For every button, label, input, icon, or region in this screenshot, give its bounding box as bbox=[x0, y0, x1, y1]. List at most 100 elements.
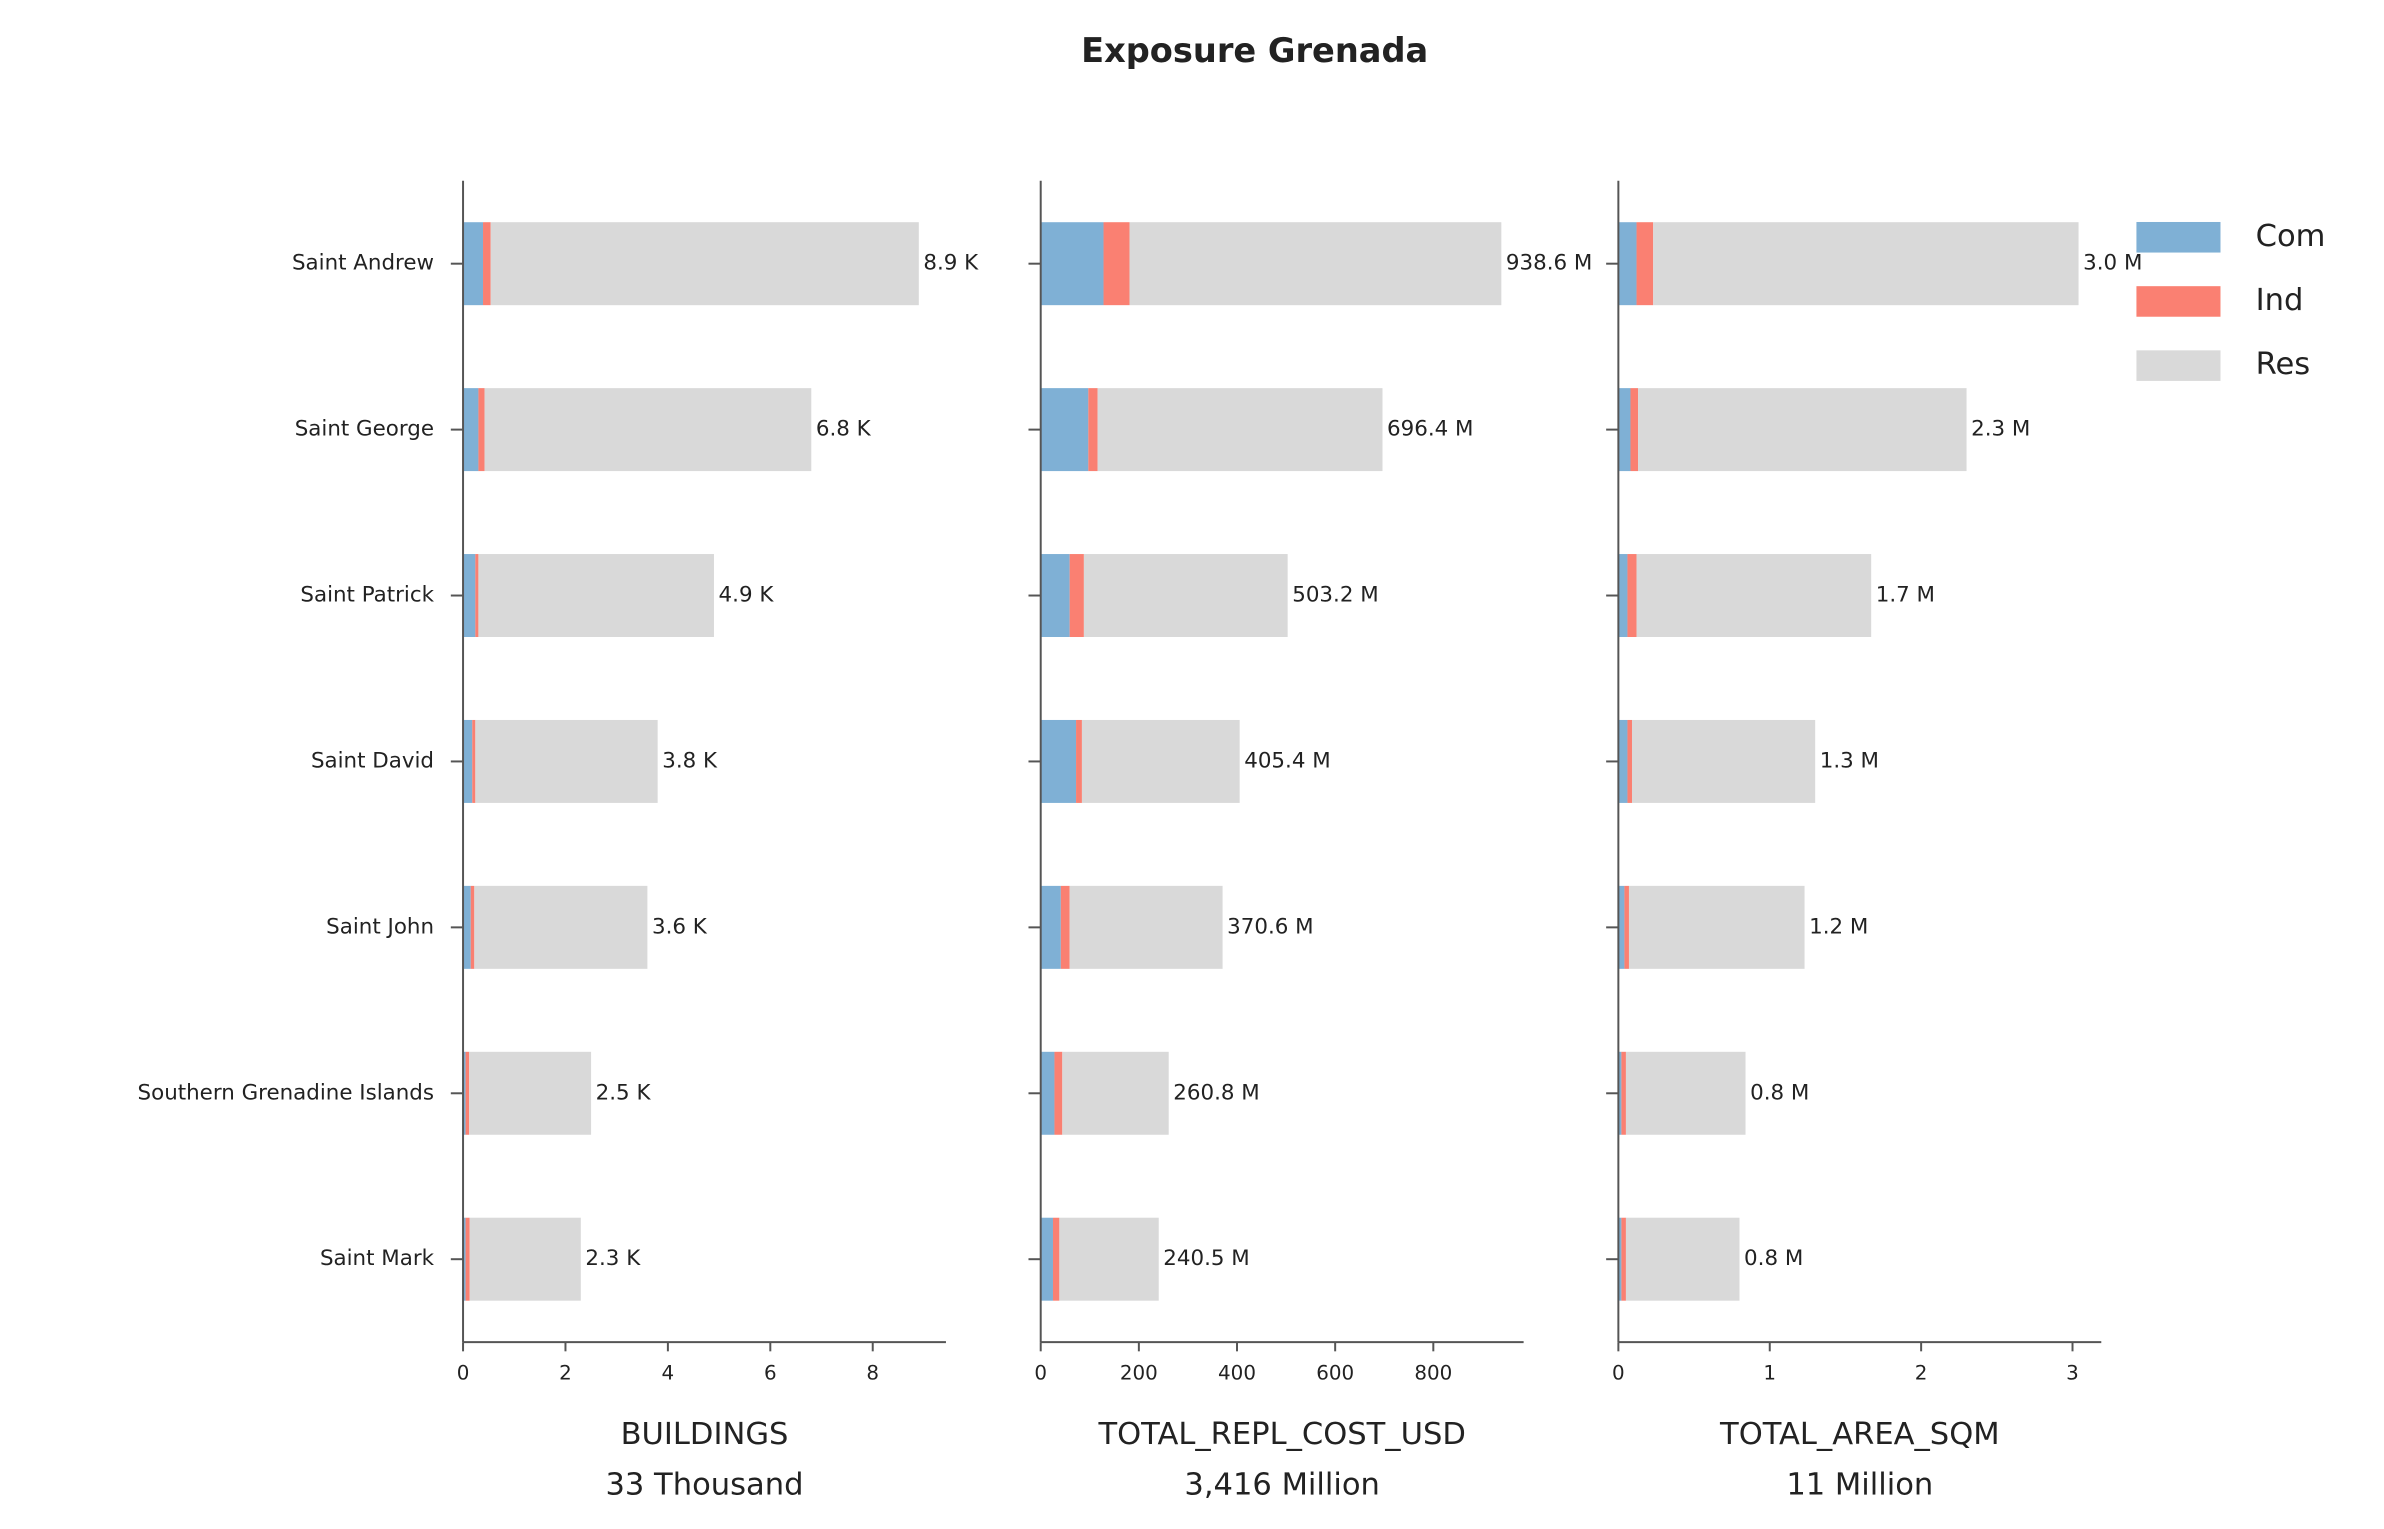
total-label: 4.9 K bbox=[719, 583, 775, 608]
bar-segment bbox=[1628, 885, 1805, 969]
total-label: 1.2 M bbox=[1809, 914, 1868, 939]
bar-segment bbox=[463, 885, 471, 969]
bar-segment bbox=[484, 388, 812, 472]
y-tick-label: Saint Andrew bbox=[292, 251, 434, 276]
bar-segment bbox=[1059, 1217, 1159, 1301]
bar-segment bbox=[463, 222, 484, 306]
bar-segment bbox=[483, 222, 491, 306]
x-axis-summary: 11 Million bbox=[1786, 1467, 1933, 1502]
y-tick-label: Southern Grenadine Islands bbox=[138, 1080, 434, 1105]
total-label: 3.6 K bbox=[652, 914, 708, 939]
bar-segment bbox=[469, 1051, 592, 1135]
bar-segment bbox=[1618, 885, 1625, 969]
total-label: 405.4 M bbox=[1244, 748, 1330, 773]
bar-segment bbox=[1627, 554, 1637, 638]
bar-segment bbox=[1636, 554, 1872, 638]
bar-segment bbox=[1040, 388, 1089, 472]
bar-segment bbox=[1618, 388, 1631, 472]
bar-segment bbox=[463, 719, 473, 803]
y-tick-label: Saint Patrick bbox=[300, 583, 434, 608]
x-tick-label: 600 bbox=[1316, 1362, 1354, 1385]
y-tick-label: Saint David bbox=[311, 748, 434, 773]
bar-segment bbox=[470, 885, 475, 969]
total-label: 938.6 M bbox=[1506, 251, 1592, 276]
bar-segment bbox=[469, 1217, 581, 1301]
total-label: 503.2 M bbox=[1292, 583, 1378, 608]
bar-segment bbox=[1618, 1051, 1622, 1135]
y-tick-label: Saint Mark bbox=[320, 1246, 435, 1271]
total-label: 0.8 M bbox=[1744, 1246, 1803, 1271]
bar-segment bbox=[1040, 1051, 1055, 1135]
bar-segment bbox=[1040, 222, 1104, 306]
x-tick-label: 4 bbox=[662, 1362, 675, 1385]
total-label: 240.5 M bbox=[1163, 1246, 1249, 1271]
x-tick-label: 8 bbox=[866, 1362, 879, 1385]
bar-segment bbox=[1088, 388, 1098, 472]
bar-segment bbox=[1631, 719, 1816, 803]
bar-segment bbox=[1054, 1051, 1063, 1135]
legend-label: Res bbox=[2256, 347, 2311, 382]
total-label: 260.8 M bbox=[1173, 1080, 1259, 1105]
bar-segment bbox=[1076, 719, 1082, 803]
legend-swatch bbox=[2136, 286, 2221, 317]
bar-segment bbox=[474, 885, 648, 969]
bar-segment bbox=[1621, 1051, 1626, 1135]
x-axis-label: BUILDINGS bbox=[621, 1417, 789, 1452]
bar-segment bbox=[1129, 222, 1502, 306]
x-tick-label: 2 bbox=[559, 1362, 572, 1385]
bar-segment bbox=[1097, 388, 1383, 472]
bar-segment bbox=[1103, 222, 1130, 306]
bar-segment bbox=[475, 554, 479, 638]
legend-swatch bbox=[2136, 350, 2221, 381]
bar-segment bbox=[1618, 719, 1628, 803]
bar-segment bbox=[1625, 1051, 1746, 1135]
y-tick-label: Saint George bbox=[295, 417, 434, 442]
bar-segment bbox=[1040, 554, 1070, 638]
bar-segment bbox=[1081, 719, 1240, 803]
total-label: 370.6 M bbox=[1227, 914, 1313, 939]
x-tick-label: 400 bbox=[1218, 1362, 1256, 1385]
x-tick-label: 0 bbox=[1612, 1362, 1625, 1385]
bar-segment bbox=[465, 1217, 470, 1301]
x-axis-summary: 33 Thousand bbox=[605, 1467, 803, 1502]
chart-title: Exposure Grenada bbox=[1081, 31, 1428, 70]
x-axis-summary: 3,416 Million bbox=[1184, 1467, 1380, 1502]
x-axis-label: TOTAL_REPL_COST_USD bbox=[1097, 1417, 1465, 1452]
bar-segment bbox=[1618, 554, 1628, 638]
bar-segment bbox=[1083, 554, 1288, 638]
legend-label: Com bbox=[2256, 219, 2326, 254]
bar-segment bbox=[1069, 885, 1223, 969]
total-label: 2.5 K bbox=[596, 1080, 652, 1105]
bar-segment bbox=[1040, 885, 1061, 969]
bar-segment bbox=[465, 1051, 470, 1135]
bar-segment bbox=[478, 554, 714, 638]
legend-swatch bbox=[2136, 221, 2221, 253]
x-tick-label: 0 bbox=[1034, 1362, 1047, 1385]
bar-segment bbox=[490, 222, 919, 306]
total-label: 6.8 K bbox=[816, 417, 872, 442]
total-label: 2.3 M bbox=[1971, 417, 2030, 442]
bar-segment bbox=[1621, 1217, 1626, 1301]
x-tick-label: 0 bbox=[457, 1362, 470, 1385]
legend-label: Ind bbox=[2256, 283, 2304, 318]
bar-segment bbox=[1052, 1217, 1060, 1301]
bar-segment bbox=[1625, 1217, 1740, 1301]
bar-segment bbox=[463, 554, 476, 638]
bar-segment bbox=[1653, 222, 2079, 306]
x-tick-label: 200 bbox=[1120, 1362, 1158, 1385]
bar-segment bbox=[1040, 719, 1077, 803]
total-label: 1.7 M bbox=[1876, 583, 1935, 608]
x-axis-label: TOTAL_AREA_SQM bbox=[1719, 1417, 2000, 1452]
bar-segment bbox=[1627, 719, 1632, 803]
total-label: 1.3 M bbox=[1820, 748, 1879, 773]
bar-segment bbox=[1624, 885, 1629, 969]
y-tick-label: Saint John bbox=[326, 914, 434, 939]
x-tick-label: 3 bbox=[2066, 1362, 2079, 1385]
total-label: 696.4 M bbox=[1387, 417, 1473, 442]
bar-segment bbox=[1069, 554, 1084, 638]
total-label: 2.3 K bbox=[585, 1246, 641, 1271]
bar-segment bbox=[463, 1051, 466, 1135]
x-tick-label: 6 bbox=[764, 1362, 777, 1385]
total-label: 3.0 M bbox=[2083, 251, 2142, 276]
